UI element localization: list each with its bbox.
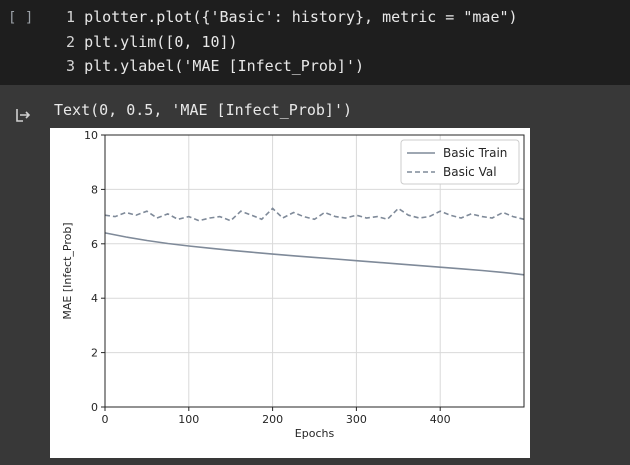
code-text: plotter.plot({'Basic': history}, metric … xyxy=(84,8,518,26)
output-arrow-icon[interactable] xyxy=(14,106,32,124)
output-text: Text(0, 0.5, 'MAE [Infect_Prob]') xyxy=(54,101,353,119)
line-number: 2 xyxy=(66,33,76,51)
x-tick-label: 100 xyxy=(178,413,199,426)
code-line-2[interactable]: 2 plt.ylim([0, 10]) xyxy=(66,33,238,51)
legend-entry: Basic Train xyxy=(443,146,507,160)
code-cell[interactable]: [ ] 1 plotter.plot({'Basic': history}, m… xyxy=(0,0,630,85)
x-tick-label: 0 xyxy=(102,413,109,426)
code-line-3[interactable]: 3 plt.ylabel('MAE [Infect_Prob]') xyxy=(66,57,364,75)
x-axis-label: Epochs xyxy=(295,427,335,440)
y-tick-label: 10 xyxy=(84,129,98,142)
code-text: plt.ylim([0, 10]) xyxy=(84,33,238,51)
axes-frame xyxy=(104,134,525,408)
y-tick-label: 0 xyxy=(91,401,98,414)
run-cell-button[interactable]: [ ] xyxy=(8,10,34,26)
code-text: plt.ylabel('MAE [Infect_Prob]') xyxy=(84,57,365,75)
series-line-basic-train xyxy=(104,232,525,276)
y-tick-label: 2 xyxy=(91,347,98,360)
y-tick-label: 8 xyxy=(91,183,98,196)
series-line-basic-val xyxy=(104,207,525,222)
x-tick-label: 300 xyxy=(346,413,367,426)
x-tick-label: 200 xyxy=(262,413,283,426)
mae-line-chart: 0 100 200 300 400 0 2 4 6 8 10 Epochs MAE [Infect_Pr… xyxy=(50,128,530,458)
line-number: 1 xyxy=(66,8,76,26)
line-number: 3 xyxy=(66,57,76,75)
legend-box xyxy=(400,139,520,185)
x-tick-label: 400 xyxy=(430,413,451,426)
y-tick-label: 4 xyxy=(91,292,98,305)
code-line-1[interactable]: 1 plotter.plot({'Basic': history}, metri… xyxy=(66,8,518,26)
y-axis-label: MAE [Infect_Prob] xyxy=(61,222,74,319)
y-tick-label: 6 xyxy=(91,238,98,251)
legend-entry: Basic Val xyxy=(443,165,497,179)
